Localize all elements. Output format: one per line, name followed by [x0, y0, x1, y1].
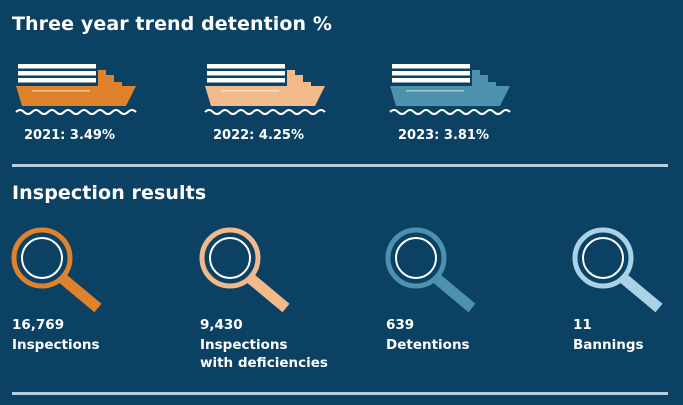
trend-section-title: Three year trend detention % — [12, 13, 333, 35]
stat-label-bannings: Bannings — [573, 337, 644, 353]
magnifier-icon-deficiencies — [199, 227, 290, 313]
stat-value-deficiencies: 9,430 — [200, 317, 243, 333]
stat-value-detentions: 639 — [386, 317, 415, 333]
trend-label-2022: 2022: 4.25% — [213, 128, 305, 143]
magnifier-icon-inspections — [11, 227, 102, 313]
ship-icon-2022 — [204, 64, 326, 115]
ship-icon-2023 — [389, 64, 511, 115]
trend-label-2023: 2023: 3.81% — [398, 128, 490, 143]
magnifier-icon-detentions — [385, 227, 476, 313]
magnifier-icon-bannings — [572, 227, 663, 313]
stat-value-bannings: 11 — [573, 317, 592, 333]
stat-label-deficiencies-line2: with deficiencies — [200, 355, 328, 371]
stat-label-inspections: Inspections — [12, 337, 100, 353]
section-divider-bottom — [12, 392, 668, 395]
stat-value-inspections: 16,769 — [12, 317, 65, 333]
section-divider — [12, 164, 668, 167]
stat-label-deficiencies: Inspections with deficiencies — [200, 336, 328, 372]
stat-label-deficiencies-line1: Inspections — [200, 337, 288, 353]
stat-label-detentions: Detentions — [386, 337, 470, 353]
trend-label-2021: 2021: 3.49% — [24, 128, 116, 143]
inspection-section-title: Inspection results — [12, 182, 207, 204]
ship-icon-2021 — [15, 64, 137, 115]
